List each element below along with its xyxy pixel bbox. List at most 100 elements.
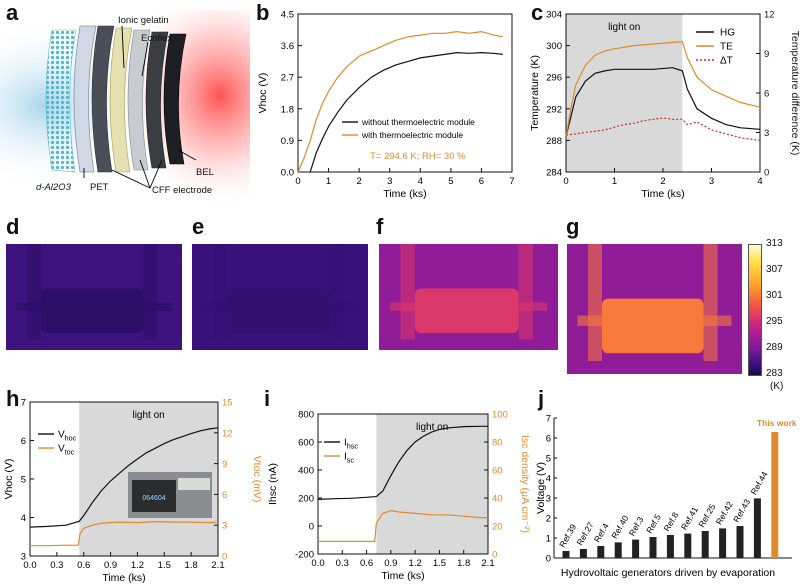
y-tick-label: 3 — [21, 552, 26, 563]
y-axis-label: Vhoc (V) — [3, 459, 15, 500]
panel-label-e: e — [192, 214, 205, 239]
y2-tick-label: 20 — [492, 522, 503, 533]
highlight-label: This work — [757, 418, 797, 428]
chart-i: light on0.0 0.3 0.6 0.9 1.2 1.5 1.8 2.1-2000200… — [267, 410, 531, 583]
thermal-image-g-svg — [567, 244, 742, 374]
bar-ref-42 — [719, 528, 727, 558]
x-tick-label: 1.5 — [433, 558, 446, 569]
colorbar-tick-301: 301 — [766, 290, 783, 301]
x-tick-label: 0 — [563, 176, 568, 187]
bar-label: Ref.42 — [714, 499, 735, 526]
x-tick-label: 7 — [509, 176, 514, 187]
y2-tick-label: 3 — [764, 128, 769, 139]
bar-label: Ref.5 — [644, 512, 663, 535]
y-tick-label: 3.6 — [281, 41, 294, 52]
panel-label-g: g — [566, 214, 580, 239]
cff-layer-2 — [145, 31, 169, 169]
y2-axis-label: Vtoc (mV) — [251, 456, 262, 503]
bar-ref-41 — [684, 533, 692, 558]
legend-text: with thermoelectric module — [361, 130, 463, 140]
y-tick-label: 0.9 — [281, 136, 294, 147]
x-tick-label: 5 — [448, 176, 453, 187]
y-tick-label: 4 — [546, 474, 551, 485]
y2-tick-label: 100 — [492, 410, 508, 421]
y-tick-label: 284 — [546, 168, 562, 179]
ecoflex-label: Ecoflex — [141, 33, 173, 44]
y-tick-label: 800 — [298, 410, 314, 421]
y2-tick-label: 9 — [764, 49, 769, 60]
x-tick-label: 0 — [295, 176, 300, 187]
x-tick-label: 0.6 — [360, 558, 373, 569]
y2-tick-label: 9 — [222, 459, 227, 470]
x-tick-label: 2 — [356, 176, 361, 187]
pet-label: PET — [90, 182, 109, 193]
cff-electrode-label: CFF electrode — [152, 185, 213, 196]
device-schematic-drawing — [0, 10, 250, 210]
y-tick-label: 2.7 — [281, 73, 294, 84]
panel-label-i: i — [264, 386, 271, 411]
thermal-device-hotspot — [227, 288, 330, 334]
bar-ref-8 — [666, 535, 674, 558]
device-schematic: Ionic gelatin Ecoflex BEL d-Al2O3 PET CF… — [0, 0, 250, 210]
thermal-clamp-right — [518, 244, 533, 340]
y2-tick-label: 6 — [222, 490, 227, 501]
bar-ref-4 — [597, 546, 605, 558]
x-tick-label: 3 — [709, 176, 714, 187]
panel-label-b: b — [256, 0, 270, 25]
x-tick-label: 1.8 — [457, 558, 470, 569]
y2-axis-label: Isc density (μA cm⁻²) — [519, 435, 531, 533]
panel-label-f: f — [376, 214, 384, 239]
thermal-image-e — [192, 244, 368, 350]
y2-tick-label: 3 — [222, 521, 227, 532]
y-axis-label: Temperature (K) — [529, 55, 541, 131]
bar-this-work — [771, 432, 779, 558]
x-tick-label: 2 — [660, 176, 665, 187]
inset-display-text: 064604 — [142, 495, 165, 502]
x-axis-label: Hydrovoltaic generators driven by evapor… — [561, 567, 775, 579]
y-tick-label: 400 — [298, 466, 314, 477]
x-tick-label: 4 — [757, 176, 762, 187]
x-axis-label: Time (ks) — [381, 570, 424, 582]
bar-label: Ref.40 — [609, 513, 630, 540]
chart-h: light on 0.0 0.3 0.6 0.9 1.2 1.5 1.8 2.1 3 4 5 6 7 0 3 6… — [3, 398, 262, 585]
thermal-clamp-right — [703, 244, 718, 361]
y-tick-label: 200 — [298, 494, 314, 505]
x-tick-label: 0.6 — [77, 560, 90, 571]
thermal-device-hotspot — [414, 288, 519, 334]
thermal-device-hotspot — [602, 298, 704, 354]
x-axis-label: Time (ks) — [102, 572, 145, 584]
y2-tick-label: 15 — [222, 398, 233, 409]
bar-label: Ref.41 — [679, 505, 700, 532]
y2-tick-label: 12 — [764, 10, 775, 21]
y2-tick-label: 40 — [492, 494, 503, 505]
x-tick-label: 1.2 — [409, 558, 422, 569]
bar-label: Ref.39 — [557, 522, 578, 549]
y-axis-label: Voltage (V) — [535, 462, 547, 514]
thermal-clamp-right — [329, 244, 344, 340]
bar-label: Ref.43 — [731, 497, 752, 524]
x-tick-label: 0.3 — [336, 558, 349, 569]
pet-layer — [73, 25, 97, 173]
chart-c: light on0 1 2 3 4284288292296300304036912Tim… — [529, 10, 800, 201]
x-tick-label: 1.8 — [185, 560, 198, 571]
x-tick-label: 0.0 — [311, 558, 324, 569]
x-axis-label: Time (ks) — [641, 188, 684, 200]
thermal-clamp-right — [143, 244, 158, 340]
al2o3-layer — [45, 29, 77, 173]
bar-label: Ref.44 — [748, 469, 769, 496]
ionic-gelatin-label: Ionic gelatin — [118, 15, 169, 26]
y-tick-label: 6 — [21, 436, 26, 447]
y-tick-label: 5 — [21, 475, 26, 486]
legend-text: Vhoc — [58, 430, 77, 443]
ecoflex-layer — [127, 29, 151, 171]
x-tick-label: 2.1 — [211, 560, 224, 571]
panel-label-j: j — [538, 386, 545, 411]
x-tick-label: 1 — [612, 176, 617, 187]
colorbar-unit: (K) — [770, 381, 784, 392]
x-tick-label: 0.3 — [50, 560, 63, 571]
thermal-clamp-left — [213, 244, 228, 340]
series-line-1 — [565, 67, 761, 137]
series-line-2 — [565, 41, 761, 137]
y-tick-label: 5 — [546, 454, 551, 465]
legend-text: Vtoc — [58, 444, 75, 457]
